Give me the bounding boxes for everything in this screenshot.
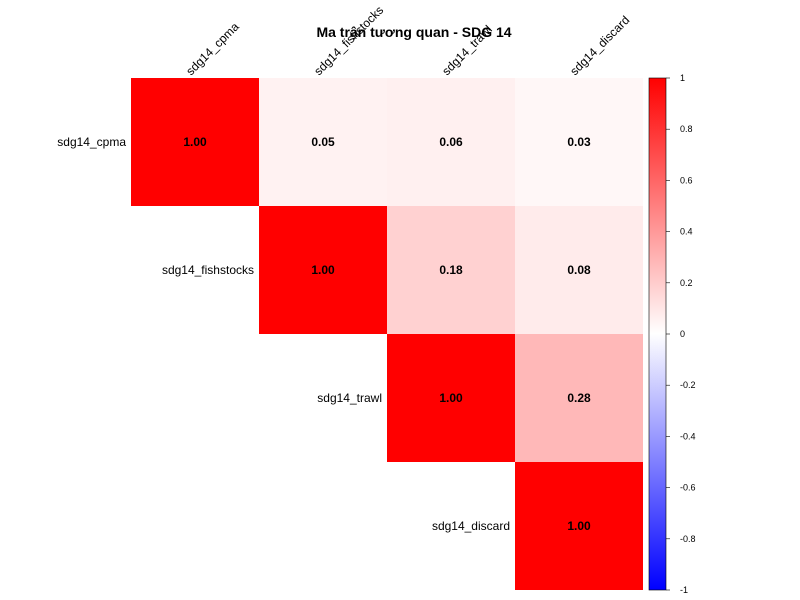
heatmap-cell-sdg14_discard-sdg14_discard [515,462,643,590]
colorbar-tick-label: 0 [680,329,685,339]
heatmap-cell-sdg14_fishstocks-sdg14_trawl [387,206,515,334]
colorbar-tick-label: 0.4 [680,227,693,237]
colorbar-tick-label: -1 [680,585,688,595]
column-labels: sdg14_cpma sdg14_fishstocks sdg14_trawl sdg… [183,3,632,78]
heatmap-cell-sdg14_cpma-sdg14_fishstocks [259,78,387,206]
row-label-sdg14_fishstocks: sdg14_fishstocks [162,263,254,277]
column-label-sdg14_discard: sdg14_discard [567,13,632,78]
heatmap-cell-sdg14_cpma-sdg14_discard [515,78,643,206]
colorbar-gradient [648,77,667,591]
colorbar-tick-label: -0.6 [680,483,696,493]
cell-value-label: 0.08 [567,263,591,277]
colorbar-tick-label: 0.6 [680,175,693,185]
cell-value-label: 1.00 [183,135,207,149]
heatmap-cell-sdg14_cpma-sdg14_cpma [131,78,259,206]
cell-value-label: 0.05 [311,135,335,149]
colorbar-tick-label: -0.4 [680,431,696,441]
colorbar-tick-label: 0.8 [680,124,693,134]
cell-value-label: 1.00 [567,519,591,533]
cell-value-label: 0.18 [439,263,463,277]
row-label-sdg14_trawl: sdg14_trawl [317,391,382,405]
colorbar: 1 0.8 0.6 0.4 0.2 0 -0.2 -0.4 -0.6 -0.8 -1 [648,73,696,595]
heatmap-cell-sdg14_cpma-sdg14_trawl [387,78,515,206]
cell-value-label: 1.00 [311,263,335,277]
cell-value-label: 1.00 [439,391,463,405]
heatmap-cell-sdg14_fishstocks-sdg14_fishstocks [259,206,387,334]
heatmap-cells: 1.00 0.05 0.06 0.03 1.00 0.18 0.08 1.00 0.28 1.00 [131,78,643,590]
heatmap-cell-sdg14_trawl-sdg14_discard [515,334,643,462]
cell-value-label: 0.06 [439,135,463,149]
heatmap-cell-sdg14_trawl-sdg14_trawl [387,334,515,462]
column-label-sdg14_cpma: sdg14_cpma [183,19,242,78]
colorbar-tick-label: 0.2 [680,278,693,288]
colorbar-tick-label: -0.2 [680,380,696,390]
cell-value-label: 0.03 [567,135,591,149]
chart-title: Ma trận tương quan - SDG 14 [316,24,511,40]
row-labels: sdg14_cpma sdg14_fishstocks sdg14_trawlsdg… [57,135,510,533]
colorbar-tick-label: -0.8 [680,534,696,544]
heatmap-cell-sdg14_fishstocks-sdg14_discard [515,206,643,334]
row-label-sdg14_discard: sdg14_discard [432,519,510,533]
cell-value-label: 0.28 [567,391,591,405]
column-label-sdg14_fishstocks: sdg14_fishstocks [311,3,386,78]
colorbar-tick-label: 1 [680,73,685,83]
row-label-sdg14_cpma: sdg14_cpma [57,135,126,149]
